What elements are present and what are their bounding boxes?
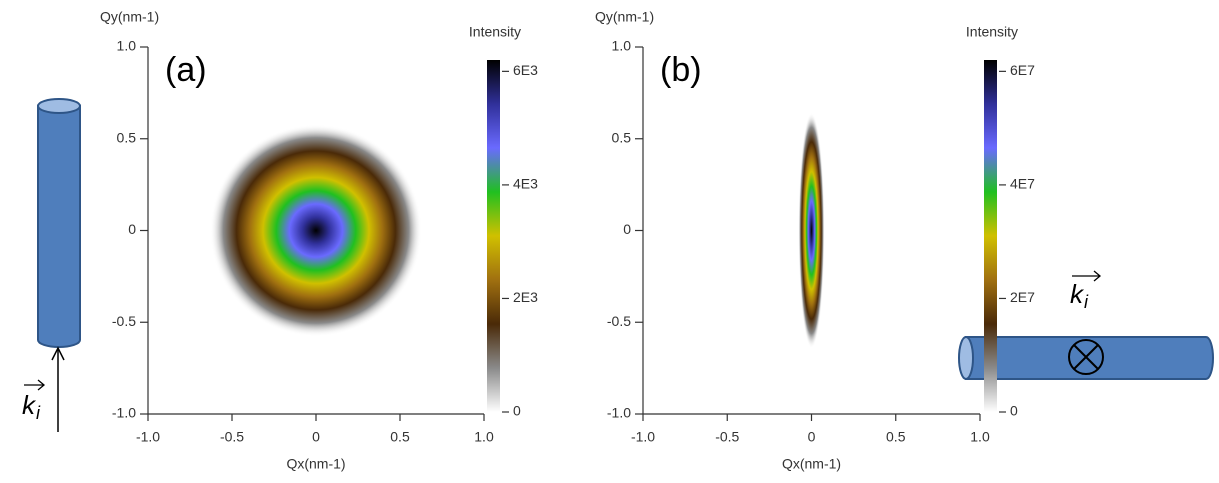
x-axis-label: Qx(nm-1) [286, 456, 345, 472]
cylinder-horizontal [958, 270, 1214, 380]
y-tick-label: 1.0 [117, 38, 137, 54]
x-tick-label: -1.0 [136, 429, 160, 445]
y-axis-label: Qy(nm-1) [100, 9, 159, 25]
x-tick-label: 0.5 [390, 429, 410, 445]
panel-label: (a) [165, 51, 207, 89]
colorbar-tick-label: 6E7 [1010, 62, 1035, 78]
colorbar [487, 60, 500, 412]
x-tick-label: -0.5 [715, 429, 739, 445]
x-tick-label: -1.0 [631, 429, 655, 445]
beam-subscript: i [1084, 292, 1089, 312]
y-tick-label: -1.0 [607, 405, 631, 421]
intensity-map [210, 124, 422, 337]
beam-subscript: i [36, 403, 41, 423]
x-tick-label: -0.5 [220, 429, 244, 445]
y-tick-label: 0 [128, 221, 136, 237]
cylinder-vertical [24, 98, 81, 432]
x-tick-label: 0 [808, 429, 816, 445]
y-tick-label: 0.5 [117, 129, 137, 145]
colorbar-tick-label: 4E7 [1010, 176, 1035, 192]
y-tick-label: -0.5 [112, 313, 136, 329]
panel-label: (b) [660, 51, 702, 89]
intensity-map [798, 112, 825, 349]
colorbar-label: Intensity [469, 24, 521, 40]
y-axis-label: Qy(nm-1) [595, 9, 654, 25]
colorbar-tick-label: 2E3 [513, 289, 538, 305]
x-tick-label: 0.5 [886, 429, 906, 445]
y-tick-label: -1.0 [112, 405, 136, 421]
colorbar-label: Intensity [966, 24, 1018, 40]
beam-symbol: k [1070, 279, 1085, 309]
y-tick-label: 0.5 [612, 129, 632, 145]
colorbar-tick-label: 0 [513, 403, 521, 419]
colorbar-tick-label: 0 [1010, 403, 1018, 419]
y-tick-label: -0.5 [607, 313, 631, 329]
colorbar-tick-label: 2E7 [1010, 289, 1035, 305]
beam-symbol: k [22, 390, 37, 420]
x-tick-label: 1.0 [970, 429, 990, 445]
x-tick-label: 0 [312, 429, 320, 445]
colorbar-tick-label: 6E3 [513, 62, 538, 78]
x-tick-label: 1.0 [474, 429, 494, 445]
y-tick-label: 1.0 [612, 38, 632, 54]
x-axis-label: Qx(nm-1) [782, 456, 841, 472]
colorbar-tick-label: 4E3 [513, 176, 538, 192]
y-tick-label: 0 [623, 221, 631, 237]
colorbar [984, 60, 997, 412]
